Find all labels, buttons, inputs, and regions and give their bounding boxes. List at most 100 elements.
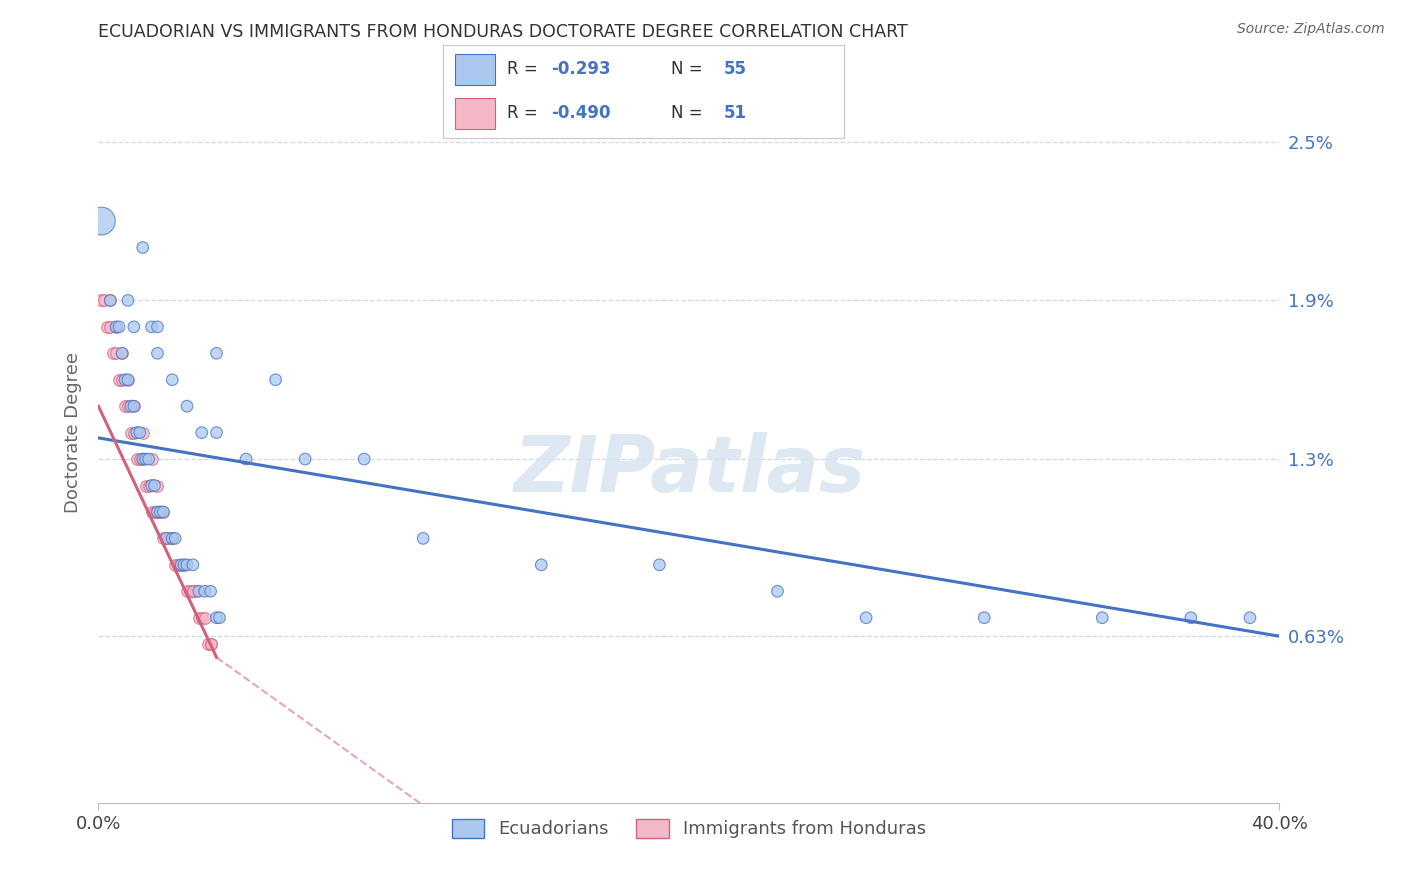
Point bbox=[200, 637, 222, 651]
Point bbox=[194, 584, 217, 599]
Point bbox=[162, 532, 183, 546]
Point bbox=[165, 532, 187, 546]
Point bbox=[208, 610, 231, 624]
Point bbox=[141, 452, 163, 467]
Point bbox=[122, 319, 145, 334]
Point bbox=[108, 319, 131, 334]
Point bbox=[146, 478, 169, 492]
Y-axis label: Doctorate Degree: Doctorate Degree bbox=[63, 352, 82, 513]
Point bbox=[181, 584, 204, 599]
Point bbox=[173, 558, 195, 572]
Point bbox=[149, 505, 172, 519]
Point bbox=[96, 319, 118, 334]
Text: ZIPatlas: ZIPatlas bbox=[513, 432, 865, 508]
Point bbox=[111, 373, 134, 387]
Point bbox=[141, 478, 163, 492]
Point bbox=[90, 214, 112, 228]
Point bbox=[530, 558, 553, 572]
Point bbox=[132, 240, 155, 255]
Point bbox=[111, 346, 134, 360]
Point bbox=[170, 558, 193, 572]
Point bbox=[146, 505, 169, 519]
Point bbox=[141, 319, 163, 334]
Point bbox=[173, 558, 195, 572]
Point bbox=[141, 505, 163, 519]
Text: ECUADORIAN VS IMMIGRANTS FROM HONDURAS DOCTORATE DEGREE CORRELATION CHART: ECUADORIAN VS IMMIGRANTS FROM HONDURAS D… bbox=[98, 23, 908, 41]
Bar bbox=[456, 54, 495, 85]
Point bbox=[152, 505, 174, 519]
Point bbox=[1239, 610, 1261, 624]
Point bbox=[117, 373, 139, 387]
Point bbox=[114, 399, 136, 413]
Point bbox=[138, 452, 160, 467]
Point bbox=[90, 293, 112, 308]
Point bbox=[187, 610, 209, 624]
Point bbox=[98, 293, 121, 308]
Point bbox=[205, 610, 228, 624]
Point bbox=[157, 532, 180, 546]
Point bbox=[146, 319, 169, 334]
Text: 51: 51 bbox=[723, 104, 747, 122]
Point bbox=[125, 452, 148, 467]
Point bbox=[194, 610, 217, 624]
Point bbox=[146, 505, 169, 519]
Point bbox=[162, 532, 183, 546]
Point bbox=[191, 610, 214, 624]
Point bbox=[176, 399, 198, 413]
Point bbox=[146, 346, 169, 360]
Point bbox=[108, 373, 131, 387]
Point bbox=[93, 293, 115, 308]
Point bbox=[122, 399, 145, 413]
Point bbox=[103, 346, 125, 360]
Point bbox=[1091, 610, 1114, 624]
Point bbox=[149, 505, 172, 519]
Point bbox=[105, 346, 128, 360]
Point bbox=[167, 558, 190, 572]
Legend: Ecuadorians, Immigrants from Honduras: Ecuadorians, Immigrants from Honduras bbox=[444, 812, 934, 846]
Text: 55: 55 bbox=[723, 61, 747, 78]
Point bbox=[973, 610, 995, 624]
Point bbox=[105, 319, 128, 334]
Point bbox=[205, 346, 228, 360]
Text: -0.490: -0.490 bbox=[551, 104, 610, 122]
Point bbox=[766, 584, 789, 599]
Point bbox=[191, 425, 214, 440]
Point bbox=[170, 558, 193, 572]
Point bbox=[648, 558, 671, 572]
Point bbox=[135, 478, 157, 492]
Point bbox=[143, 505, 166, 519]
Point bbox=[155, 532, 177, 546]
Point bbox=[200, 637, 222, 651]
Point bbox=[855, 610, 877, 624]
Text: N =: N = bbox=[671, 61, 709, 78]
Point bbox=[170, 558, 193, 572]
Point bbox=[162, 532, 183, 546]
Point bbox=[117, 399, 139, 413]
Point bbox=[128, 425, 150, 440]
Point bbox=[105, 319, 128, 334]
Bar bbox=[456, 98, 495, 129]
Point bbox=[120, 425, 142, 440]
Point bbox=[120, 399, 142, 413]
Point bbox=[111, 346, 134, 360]
Point bbox=[122, 425, 145, 440]
Text: R =: R = bbox=[508, 61, 543, 78]
Point bbox=[155, 532, 177, 546]
Point bbox=[184, 584, 207, 599]
Point bbox=[412, 532, 434, 546]
Point bbox=[98, 293, 121, 308]
Point bbox=[143, 478, 166, 492]
Point bbox=[294, 452, 316, 467]
Point bbox=[181, 584, 204, 599]
Point bbox=[128, 452, 150, 467]
Point bbox=[162, 373, 183, 387]
Point bbox=[1180, 610, 1202, 624]
Point bbox=[138, 478, 160, 492]
Point bbox=[132, 425, 155, 440]
Point bbox=[152, 532, 174, 546]
Point bbox=[135, 452, 157, 467]
Point bbox=[98, 319, 121, 334]
Point bbox=[179, 584, 201, 599]
Point bbox=[176, 558, 198, 572]
Point bbox=[353, 452, 375, 467]
